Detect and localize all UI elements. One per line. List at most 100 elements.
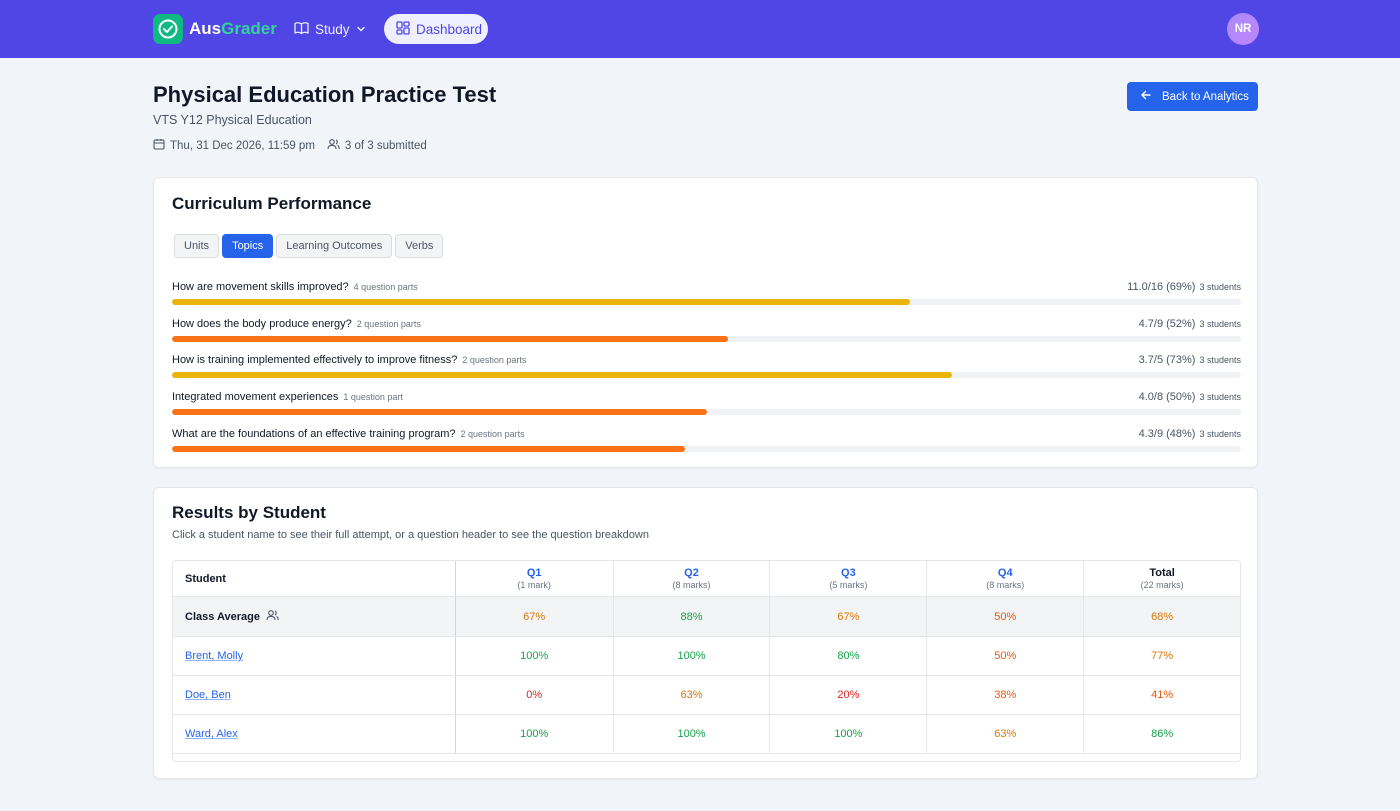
q3-header-label[interactable]: Q3: [841, 567, 856, 579]
q4-header-marks: (8 marks): [986, 580, 1025, 590]
due-date-text: Thu, 31 Dec 2026, 11:59 pm: [170, 139, 315, 152]
results-table: Student Q1 (1 mark) Q2 (8 marks) Q3 (5 mark…: [172, 560, 1241, 762]
score-value: 88%: [680, 610, 703, 623]
results-description: Click a student name to see their full a…: [172, 529, 649, 541]
results-by-student-card: Results by Student Click a student name …: [153, 487, 1258, 779]
q1-header-label[interactable]: Q1: [526, 567, 542, 579]
topic-parts: 2 question parts: [356, 319, 421, 329]
dashboard-button[interactable]: Dashboard: [384, 14, 488, 44]
score-cell: 0%: [456, 676, 613, 714]
tab-topics[interactable]: Topics: [222, 234, 274, 258]
student-link[interactable]: Brent, Molly: [185, 650, 244, 662]
topic-parts: 4 question parts: [353, 282, 418, 292]
tab-learning-outcomes[interactable]: Learning Outcomes: [276, 234, 393, 258]
submission-count-text: 3 of 3 submitted: [344, 139, 427, 152]
score-value: 20%: [837, 689, 860, 701]
topic-progress-fill: [172, 299, 910, 305]
score-value: 63%: [994, 728, 1017, 740]
user-avatar[interactable]: NR: [1227, 13, 1259, 45]
class-average-row: Class Average 67% 88% 67% 50% 68%: [173, 597, 1240, 637]
score-cell: 100%: [612, 715, 770, 753]
back-to-analytics-button[interactable]: Back to Analytics: [1127, 82, 1258, 111]
table-row: Brent, Molly 100% 100% 80% 50% 77%: [173, 637, 1240, 676]
total-header-label: Total: [1149, 567, 1175, 579]
q3-header-marks: (5 marks): [829, 580, 868, 590]
book-icon: [294, 21, 309, 38]
score-cell: 50%: [926, 597, 1083, 636]
brand-name: AusGrader: [189, 19, 277, 39]
score-value: 41%: [1151, 689, 1174, 701]
q1-header-marks: (1 mark): [517, 580, 551, 590]
student-link[interactable]: Ward, Alex: [185, 728, 238, 740]
page-subtitle: VTS Y12 Physical Education: [153, 113, 312, 127]
total-header-marks: (22 marks): [1140, 580, 1184, 590]
column-header-q2[interactable]: Q2 (8 marks): [612, 561, 770, 596]
dashboard-grid-icon: [396, 20, 410, 38]
score-value: 86%: [1151, 728, 1174, 740]
class-average-label-cell: Class Average: [173, 597, 456, 636]
score-cell: 100%: [456, 715, 613, 753]
score-cell: 20%: [769, 676, 926, 714]
topic-score: 4.3/9 (48%): [1138, 428, 1196, 440]
score-cell: 86%: [1083, 715, 1240, 753]
checkmark-badge-icon: [153, 14, 183, 44]
column-header-q1[interactable]: Q1 (1 mark): [456, 561, 613, 596]
topic-students: 3 students: [1199, 392, 1241, 402]
student-link[interactable]: Doe, Ben: [185, 689, 231, 701]
topic-score: 11.0/16 (69%): [1127, 281, 1196, 293]
q4-header-label[interactable]: Q4: [997, 567, 1013, 579]
score-cell: 100%: [456, 637, 613, 675]
topic-progress-track: [172, 336, 1241, 342]
users-icon: [260, 609, 279, 624]
study-menu[interactable]: Study: [294, 17, 366, 41]
topic-score: 3.7/5 (73%): [1138, 354, 1196, 366]
topic-row: How is training implemented effectively …: [172, 354, 1241, 378]
topic-progress-fill: [172, 409, 707, 415]
column-header-q4[interactable]: Q4 (8 marks): [926, 561, 1083, 596]
topic-parts: 2 question parts: [460, 429, 525, 439]
score-value: 50%: [994, 650, 1017, 662]
topic-name: How are movement skills improved?: [172, 281, 349, 293]
score-cell: 67%: [456, 597, 613, 636]
brand[interactable]: AusGrader: [153, 14, 277, 44]
calendar-icon: [153, 138, 170, 153]
score-value: 100%: [677, 650, 706, 662]
topic-name: How is training implemented effectively …: [172, 354, 458, 366]
topic-score: 4.7/9 (52%): [1138, 318, 1196, 330]
score-value: 50%: [994, 610, 1017, 623]
results-title: Results by Student: [172, 503, 326, 522]
submission-count: 3 of 3 submitted: [327, 138, 427, 153]
tab-verbs[interactable]: Verbs: [395, 234, 444, 258]
score-value: 100%: [677, 728, 706, 740]
q2-header-label[interactable]: Q2: [684, 567, 699, 579]
score-value: 67%: [837, 610, 860, 623]
score-value: 68%: [1151, 610, 1174, 623]
student-header-label: Student: [185, 572, 226, 585]
topic-progress-track: [172, 446, 1241, 452]
performance-tabs: Units Topics Learning Outcomes Verbs: [174, 234, 446, 258]
score-cell: 41%: [1083, 676, 1240, 714]
score-value: 67%: [523, 610, 546, 623]
column-header-q3[interactable]: Q3 (5 marks): [769, 561, 926, 596]
student-column-header: Student: [173, 561, 456, 596]
tab-units[interactable]: Units: [174, 234, 220, 258]
page-title: Physical Education Practice Test: [153, 82, 497, 107]
score-value: 100%: [520, 728, 549, 740]
topic-progress-track: [172, 409, 1241, 415]
topic-progress-track: [172, 299, 1241, 305]
student-name-cell: Brent, Molly: [173, 637, 456, 675]
score-value: 100%: [520, 650, 549, 662]
due-date: Thu, 31 Dec 2026, 11:59 pm: [153, 138, 315, 153]
back-to-analytics-label: Back to Analytics: [1162, 90, 1249, 103]
score-value: 77%: [1151, 650, 1174, 662]
score-cell: 67%: [769, 597, 926, 636]
score-cell: 100%: [769, 715, 926, 753]
class-average-label: Class Average: [185, 610, 261, 623]
table-row: Doe, Ben 0% 63% 20% 38% 41%: [173, 676, 1240, 715]
column-header-total: Total (22 marks): [1083, 561, 1240, 596]
score-cell: 38%: [926, 676, 1083, 714]
score-value: 0%: [526, 689, 543, 701]
score-cell: 100%: [612, 637, 770, 675]
score-value: 80%: [837, 650, 860, 662]
score-value: 63%: [680, 689, 703, 701]
